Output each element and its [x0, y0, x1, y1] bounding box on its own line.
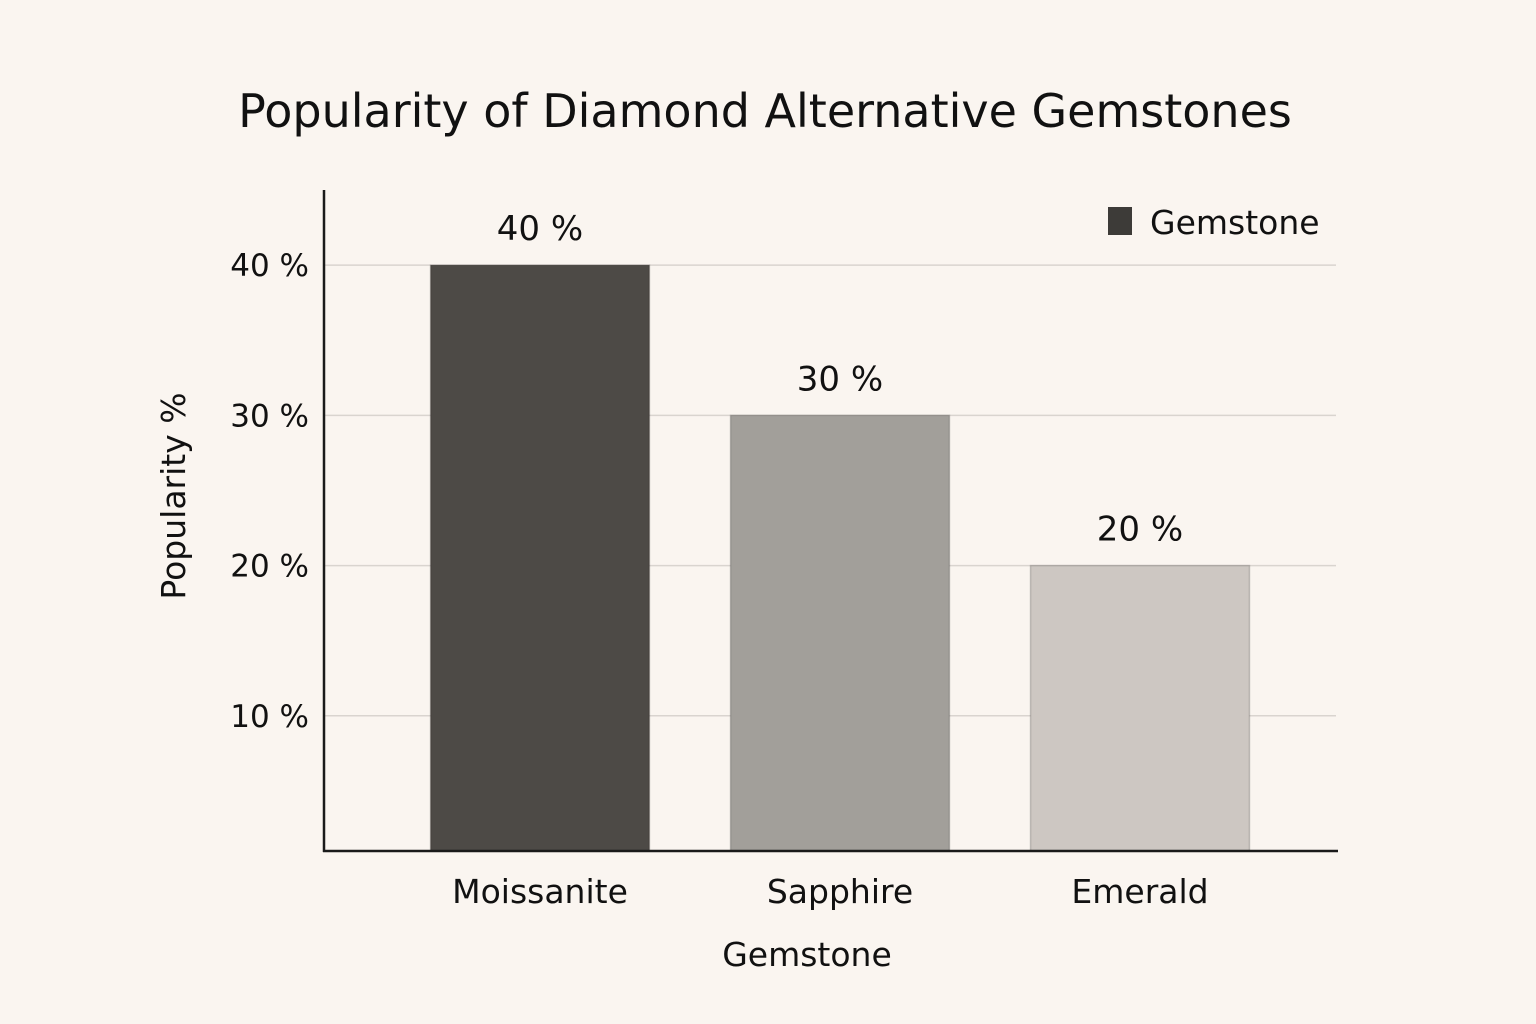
y-tick-label-20: 20 %	[230, 549, 309, 585]
y-axis-title: Popularity %	[154, 392, 193, 599]
y-tick-label-10: 10 %	[230, 699, 309, 735]
x-axis-title: Gemstone	[722, 935, 892, 974]
bar-moissanite	[429, 264, 651, 852]
bars	[429, 264, 1251, 852]
y-tick-labels: 10 % 20 % 30 % 40 %	[230, 248, 309, 735]
y-tick-label-30: 30 %	[230, 398, 309, 434]
data-label-emerald: 20 %	[1097, 510, 1183, 550]
x-tick-label-sapphire: Sapphire	[767, 872, 913, 911]
x-tick-label-moissanite: Moissanite	[452, 872, 628, 911]
y-tick-label-40: 40 %	[230, 248, 309, 284]
legend-label: Gemstone	[1150, 203, 1320, 242]
bar-sapphire	[729, 414, 951, 852]
data-label-sapphire: 30 %	[797, 359, 883, 399]
x-tick-label-emerald: Emerald	[1071, 872, 1208, 911]
data-labels: 40 % 30 % 20 %	[497, 209, 1183, 549]
x-tick-labels: Moissanite Sapphire Emerald	[452, 872, 1208, 911]
data-label-moissanite: 40 %	[497, 209, 583, 249]
legend-swatch	[1108, 207, 1132, 235]
chart-title: Popularity of Diamond Alternative Gemsto…	[238, 84, 1292, 138]
bar-emerald	[1029, 564, 1251, 852]
legend: Gemstone	[1108, 203, 1320, 242]
